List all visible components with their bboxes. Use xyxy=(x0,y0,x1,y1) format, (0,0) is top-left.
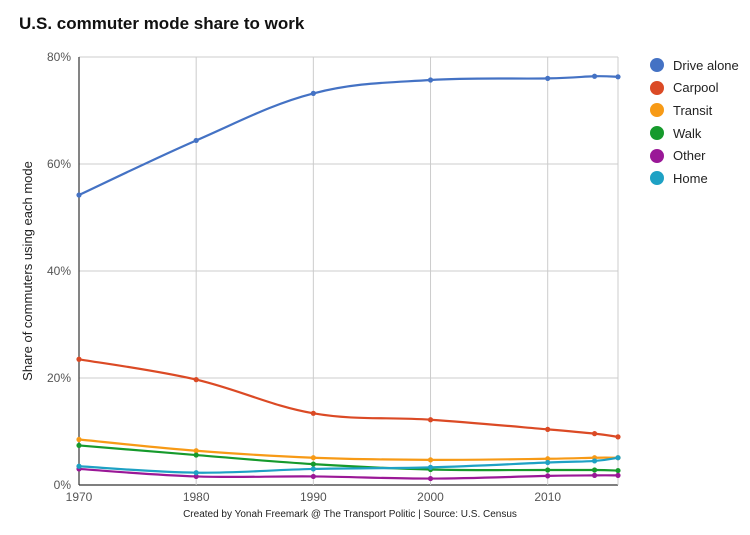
data-point-drive-alone xyxy=(591,73,598,79)
data-point-transit xyxy=(310,455,316,461)
data-point-drive-alone xyxy=(193,137,199,144)
legend-item-transit: Transit xyxy=(650,99,739,122)
data-point-home xyxy=(545,459,551,466)
legend-item-drive-alone: Drive alone xyxy=(650,54,739,77)
legend-label: Transit xyxy=(673,102,713,118)
x-tick-label: 2010 xyxy=(534,490,561,504)
legend: Drive alone Carpool Transit Walk Other Home xyxy=(650,54,739,190)
data-point-home xyxy=(76,463,82,469)
data-point-transit xyxy=(545,456,551,462)
legend-swatch xyxy=(650,148,664,163)
data-point-transit xyxy=(76,436,82,443)
data-point-home xyxy=(310,466,316,472)
y-tick-label: 20% xyxy=(47,371,71,385)
x-tick-label: 1970 xyxy=(66,490,93,504)
data-point-drive-alone xyxy=(615,74,621,80)
data-point-home xyxy=(591,458,598,464)
data-point-walk xyxy=(615,467,621,474)
x-tick-label: 1980 xyxy=(183,490,210,504)
data-point-home xyxy=(427,464,434,470)
legend-swatch xyxy=(650,80,664,95)
legend-swatch xyxy=(650,103,664,118)
data-point-carpool xyxy=(591,431,598,437)
data-point-walk xyxy=(310,461,316,467)
data-point-home xyxy=(615,455,621,461)
data-point-other xyxy=(591,472,598,478)
data-point-walk xyxy=(193,452,199,458)
source-note: Created by Yonah Freemark @ The Transpor… xyxy=(183,509,517,520)
data-point-other xyxy=(615,472,621,478)
legend-item-walk: Walk xyxy=(650,122,739,145)
series-line-drive-alone xyxy=(78,75,619,197)
legend-swatch xyxy=(650,58,664,73)
data-point-other xyxy=(193,473,199,480)
data-point-carpool xyxy=(310,410,316,416)
y-tick-label: 40% xyxy=(47,264,71,278)
data-point-other xyxy=(427,475,434,482)
data-point-carpool xyxy=(193,377,199,383)
data-point-walk xyxy=(76,442,82,449)
data-point-drive-alone xyxy=(310,90,316,96)
line-chart: 0% 20% 40% 60% 80% 1970 1980 1990 2000 2010 Share … xyxy=(20,50,621,504)
data-point-walk xyxy=(545,467,551,473)
data-point-transit xyxy=(193,448,199,454)
legend-label: Walk xyxy=(673,125,702,141)
series-line-carpool xyxy=(78,358,619,438)
legend-label: Other xyxy=(673,148,706,164)
x-tick-label: 2000 xyxy=(417,490,444,504)
data-point-walk xyxy=(591,467,598,473)
data-point-other xyxy=(310,473,316,480)
legend-label: Home xyxy=(673,170,708,186)
legend-item-home: Home xyxy=(650,167,739,190)
chart-title: U.S. commuter mode share to work xyxy=(19,14,305,33)
y-tick-label: 60% xyxy=(47,157,71,171)
data-point-drive-alone xyxy=(76,192,82,198)
y-axis-title: Share of commuters using each mode xyxy=(20,161,35,381)
y-tick-label: 0% xyxy=(54,478,72,492)
data-point-drive-alone xyxy=(427,77,434,83)
data-point-drive-alone xyxy=(545,75,551,81)
legend-label: Carpool xyxy=(673,80,719,96)
data-point-home xyxy=(193,470,199,476)
data-point-carpool xyxy=(76,356,82,362)
data-point-other xyxy=(545,473,551,479)
data-point-carpool xyxy=(427,417,434,423)
legend-label: Drive alone xyxy=(673,57,739,73)
legend-swatch xyxy=(650,126,664,141)
data-point-transit xyxy=(427,457,434,463)
series-line-transit xyxy=(78,438,619,461)
legend-item-other: Other xyxy=(650,144,739,167)
y-tick-label: 80% xyxy=(47,50,71,64)
legend-swatch xyxy=(650,171,664,186)
data-point-carpool xyxy=(615,434,621,440)
data-point-carpool xyxy=(545,426,551,432)
legend-item-carpool: Carpool xyxy=(650,77,739,100)
x-tick-label: 1990 xyxy=(300,490,327,504)
